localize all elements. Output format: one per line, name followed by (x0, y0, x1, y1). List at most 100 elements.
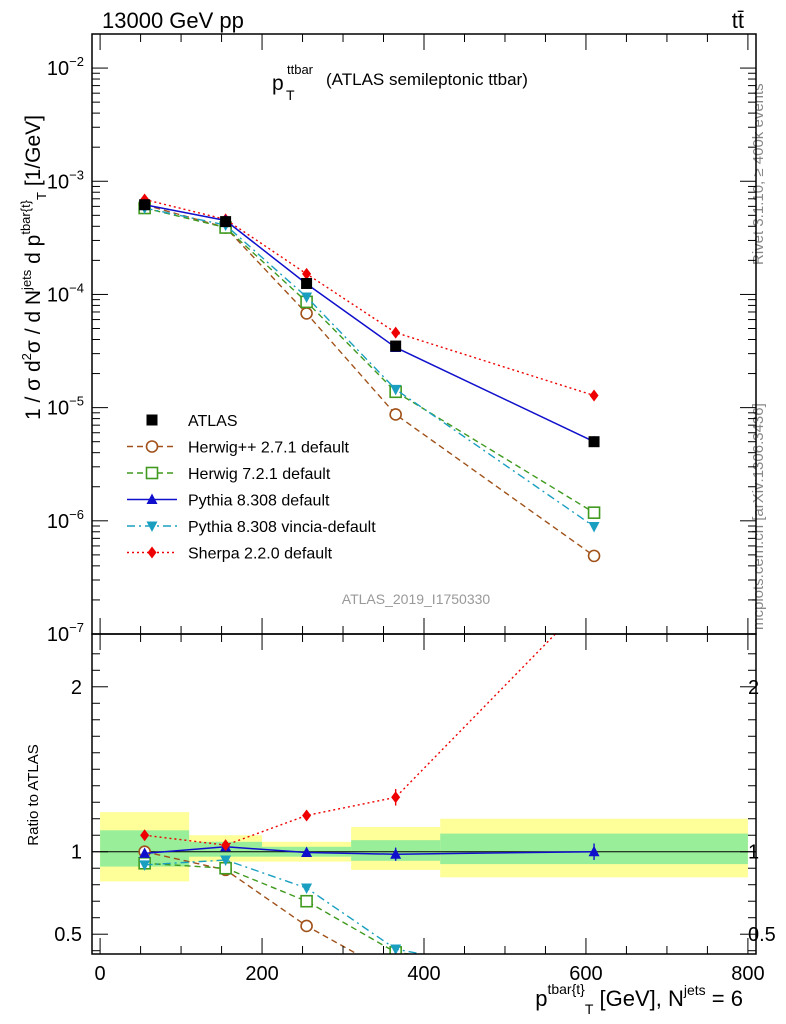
y-tick-label-5: 10−2 (47, 54, 84, 80)
x-tick-label-4: 800 (731, 963, 764, 985)
point-4-2 (301, 292, 313, 303)
ratio-point-2-3 (390, 848, 402, 859)
legend-marker-5 (147, 546, 157, 559)
plot-title-main: p (272, 72, 284, 95)
legend-entry-5: Sherpa 2.2.0 default (127, 546, 333, 563)
ratio-point-2-0 (139, 847, 151, 858)
ylabel-c: σ / d N (22, 290, 45, 353)
legend-marker-4 (146, 521, 158, 532)
legend-entry-1: Herwig++ 2.7.1 default (127, 440, 350, 457)
legend-label-2: Herwig 7.2.1 default (188, 466, 331, 483)
ratio-point-2-2 (301, 846, 313, 858)
ratio-y-tick-label-right-2: 2 (748, 677, 759, 699)
x-tick-label-3: 600 (569, 963, 602, 985)
point-5-3 (391, 326, 401, 339)
ratio-y-label: Ratio to ATLAS (25, 744, 42, 845)
y-tick-label-4: 10−3 (47, 167, 84, 193)
plot-title-rest: (ATLAS semileptonic ttbar) (326, 70, 528, 89)
point-0-2 (301, 277, 313, 289)
legend-marker-0 (146, 414, 158, 426)
xlabel-c: T (585, 1001, 594, 1017)
rivet-label: Rivet 3.1.10, ≥ 400k events (750, 83, 767, 265)
main-y-ticks: 10−7 10−6 10−5 10−4 10−3 10−2 (47, 33, 756, 646)
watermark: ATLAS_2019_I1750330 (342, 591, 491, 607)
y-tick-label-0: 10−7 (47, 620, 84, 646)
series-line-4 (144, 207, 595, 528)
series-line-3 (144, 204, 595, 443)
mcplots-label: mcplots.cern.ch [arXiv:1306.3436] (750, 403, 767, 630)
legend-entry-0: ATLAS (146, 413, 238, 430)
ylabel-a: 1 / σ d (22, 360, 45, 420)
xlabel-b: tbar{t} (547, 981, 585, 997)
x-tick-label-0: 0 (95, 963, 106, 985)
header-right: tt̄ (732, 8, 744, 33)
x-axis-label: ptbar{t}T [GeV], Njets = 6 (535, 981, 743, 1017)
y-tick-label-3: 10−4 (47, 280, 84, 306)
point-0-0 (139, 199, 151, 211)
ratio-ticks: 0 200 400 600 800 0.5 0.5 1 1 2 2 (54, 634, 776, 985)
legend: ATLAS Herwig++ 2.7.1 default Herwig 7.2.1 … (127, 413, 376, 563)
series-3 (139, 198, 600, 447)
ratio-point-0-2 (300, 919, 313, 933)
ratio-point-3-0 (139, 860, 151, 871)
x-tick-label-1: 200 (245, 963, 278, 985)
legend-entry-3: Pythia 8.308 default (127, 493, 330, 510)
ratio-y-tick-label-0: 0.5 (54, 924, 82, 946)
point-1-3 (389, 408, 402, 421)
point-4-4 (588, 522, 600, 533)
ratio-point-3-3 (390, 944, 402, 954)
plot-title-sub: T (286, 87, 295, 103)
legend-marker-3 (146, 493, 158, 504)
ratio-y-tick-label-right-0: 0.5 (748, 924, 776, 946)
ratio-point-2-4 (588, 845, 600, 857)
ylabel-g: T (34, 192, 49, 200)
ratio-point-1-2 (300, 894, 313, 908)
ratio-point-3-2 (301, 883, 313, 895)
x-tick-label-2: 400 (407, 963, 440, 985)
xlabel-f: = 6 (706, 986, 743, 1011)
legend-entry-2: Herwig 7.2.1 default (127, 466, 331, 483)
ratio-line-1 (144, 862, 415, 954)
legend-label-1: Herwig++ 2.7.1 default (188, 440, 350, 457)
series-5 (140, 193, 599, 402)
ratio-frame (91, 633, 757, 955)
legend-marker-2 (145, 466, 159, 480)
y-tick-label-2: 10−5 (47, 394, 84, 420)
ratio-point-4-1 (221, 839, 231, 852)
legend-entry-4: Pythia 8.308 vincia-default (127, 519, 376, 536)
xlabel-d: [GeV], N (593, 986, 683, 1011)
point-0-1 (220, 216, 232, 228)
ratio-bands (100, 812, 748, 882)
point-0-4 (588, 436, 600, 448)
ylabel-d: jets (19, 269, 34, 291)
ratio-y-tick-label-right-1: 1 (748, 842, 759, 864)
xlabel-a: p (535, 986, 547, 1011)
point-2-4 (587, 506, 601, 519)
legend-label-0: ATLAS (188, 413, 238, 430)
legend-label-3: Pythia 8.308 default (188, 493, 330, 510)
ratio-panel: 0 200 400 600 800 0.5 0.5 1 1 2 2 Ratio to ATLAS p… (25, 633, 776, 1017)
ratio-point-4-2 (302, 809, 312, 822)
ratio-point-4-0 (140, 829, 150, 842)
ratio-y-tick-label-1: 1 (71, 842, 82, 864)
legend-marker-1 (145, 440, 159, 453)
ratio-line-4 (144, 634, 557, 846)
ylabel-f: tbar{t} (18, 199, 33, 234)
point-1-4 (587, 549, 601, 563)
ratio-point-3-1 (220, 855, 232, 866)
xlabel-e: jets (683, 982, 706, 998)
series-0 (139, 199, 600, 448)
main-x-ticks (99, 34, 749, 634)
point-5-2 (302, 267, 312, 280)
plot-title: p (272, 72, 284, 95)
point-1-2 (300, 307, 313, 320)
plot-title-sup: ttbar (287, 62, 314, 77)
ratio-line-3 (144, 859, 426, 954)
point-4-3 (390, 384, 402, 396)
ratio-series-3 (139, 855, 426, 954)
ratio-series-group (138, 634, 600, 954)
legend-label-4: Pythia 8.308 vincia-default (188, 519, 376, 536)
ratio-series-4 (140, 634, 557, 852)
point-5-4 (589, 389, 599, 402)
